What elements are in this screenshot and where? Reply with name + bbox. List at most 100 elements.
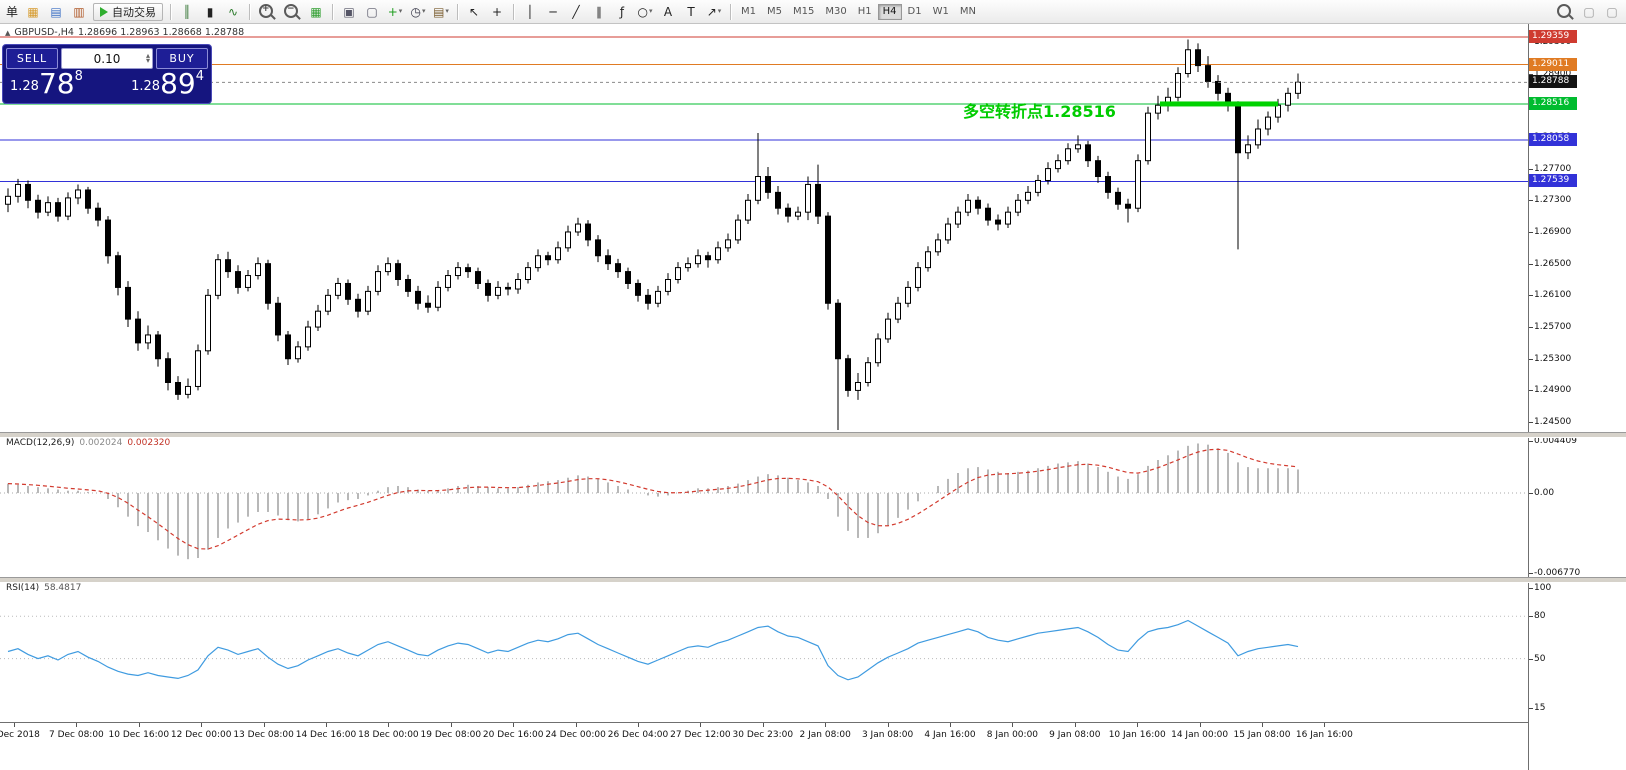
price-chart[interactable] [0, 0, 1528, 770]
cursor-icon[interactable]: ↖ [468, 4, 480, 19]
macd-panel-separator[interactable] [0, 432, 1626, 438]
toolbar-right-icon-1[interactable]: ▢ [1583, 4, 1595, 19]
price-axis-tick: 1.24500 [1534, 417, 1572, 428]
arrange-windows-icon[interactable]: ▢ [366, 4, 378, 19]
time-tick-mark [700, 723, 702, 727]
sell-price: 1.28 78 8 [10, 67, 83, 100]
channel-icon[interactable]: ∥ [596, 4, 603, 19]
chevron-down-icon: ▾ [717, 7, 722, 15]
time-tick-mark [14, 723, 15, 727]
horizontal-line-icon[interactable]: ─ [549, 4, 557, 19]
vertical-line-icon[interactable]: │ [526, 4, 534, 19]
price-axis[interactable]: 1.293001.289001.285001.281001.277001.273… [1528, 23, 1626, 770]
time-axis-label: 2 Jan 08:00 [799, 730, 851, 740]
time-tick-mark [1262, 723, 1263, 727]
trendline-icon[interactable]: ╱ [572, 4, 580, 19]
price-tick-mark [1529, 573, 1533, 574]
macd-signal-value: 0.002320 [127, 438, 171, 448]
timeframe-m15-button[interactable]: M15 [788, 4, 819, 20]
sell-button[interactable]: SELL [6, 48, 58, 69]
price-tag-1.28516: 1.28516 [1529, 96, 1577, 110]
volume-spinner[interactable]: ▴ ▾ [146, 49, 150, 68]
timeframe-w1-button[interactable]: W1 [928, 4, 954, 20]
shapes-icon[interactable]: ○ ▾ [637, 4, 653, 19]
price-tick-mark [1529, 200, 1533, 202]
macd-label: MACD(12,26,9) 0.002024 0.002320 [6, 438, 171, 448]
new-order-button[interactable]: 单 [6, 5, 19, 19]
collapse-panel-icon[interactable]: ▲ [5, 28, 11, 37]
time-axis-label: 8 Jan 00:00 [986, 730, 1039, 740]
zoom-out-icon[interactable]: − [284, 3, 299, 18]
bar-chart-icon[interactable]: ║ [183, 4, 191, 19]
timeframe-mn-button[interactable]: MN [955, 4, 981, 20]
chevron-down-icon: ▾ [422, 7, 426, 15]
rsi-panel-separator[interactable] [0, 577, 1626, 583]
buy-button[interactable]: BUY [156, 48, 208, 69]
price-tick-mark [1529, 73, 1533, 75]
time-axis-label: 20 Dec 16:00 [482, 730, 544, 740]
timeframe-m5-button[interactable]: M5 [762, 4, 787, 20]
text-label-icon[interactable]: T [687, 4, 695, 19]
time-tick-mark [825, 723, 827, 727]
tile-windows-icon[interactable]: ▦ [310, 4, 322, 19]
cascade-windows-icon[interactable]: ▣ [343, 4, 355, 19]
time-tick-mark [263, 723, 265, 727]
volume-down-icon[interactable]: ▾ [145, 55, 150, 65]
toolbar-left-group: 单 ▦ ▤ ▥ 自动交易 ║ ▮ ∿ + − ▦ ▣ ▢ + ▾ ◷ ▾ ▤ ▾ ↖ + │ ─ ╱ ∥ ƒ ○ ▾ A T ↗ ▾ M1 M5 M… [0, 0, 984, 23]
timeframe-d1-button[interactable]: D1 [903, 4, 927, 20]
time-tick-mark [762, 723, 764, 727]
search-icon[interactable] [1557, 3, 1571, 18]
profiles-icon[interactable]: ▤ [50, 4, 62, 19]
price-tick-mark [1529, 390, 1533, 392]
toolbar-separator [730, 3, 732, 20]
text-icon[interactable]: A [663, 4, 673, 19]
time-axis-label: 27 Dec 12:00 [670, 730, 731, 740]
candlestick-chart-icon[interactable]: ▮ [206, 4, 214, 19]
periods-icon[interactable]: ◷ ▾ [410, 4, 426, 19]
crosshair-icon[interactable]: + [491, 4, 503, 19]
fibonacci-icon[interactable]: ƒ [619, 4, 625, 19]
volume-up-icon[interactable]: ▴ [145, 50, 150, 60]
new-chart-icon[interactable]: ▦ [27, 4, 39, 19]
templates-icon[interactable]: ▤ ▾ [433, 4, 449, 19]
toolbar-right-icon-2[interactable]: ▢ [1606, 4, 1618, 19]
price-tag-1.28788: 1.28788 [1529, 75, 1577, 89]
timeframe-h1-button[interactable]: H1 [853, 4, 877, 20]
timeframe-m1-button[interactable]: M1 [736, 4, 761, 20]
market-watch-icon[interactable]: ▥ [73, 4, 85, 19]
toolbar: 单 ▦ ▤ ▥ 自动交易 ║ ▮ ∿ + − ▦ ▣ ▢ + ▾ ◷ ▾ ▤ ▾ ↖ + │ ─ ╱ ∥ ƒ ○ ▾ A T ↗ ▾ M1 M5 M… [0, 0, 1626, 24]
toolbar-separator [249, 3, 251, 20]
time-tick-mark [326, 723, 327, 727]
time-axis-label: 16 Jan 16:00 [1295, 730, 1353, 740]
price-tick-mark [1529, 168, 1533, 170]
time-axis-label: 4 Jan 16:00 [924, 730, 976, 740]
autotrading-button[interactable]: 自动交易 [93, 2, 164, 21]
time-tick-mark [575, 723, 577, 727]
toolbar-right-group: ▢ ▢ [1550, 0, 1626, 23]
toolbar-separator [457, 3, 459, 20]
indicators-icon[interactable]: + ▾ [387, 4, 403, 19]
timeframe-h4-button[interactable]: H4 [877, 3, 902, 20]
time-tick-mark [138, 723, 140, 727]
volume-value: 0.10 [93, 51, 121, 66]
macd-main-value: 0.002024 [79, 438, 123, 448]
price-tick-mark [1529, 658, 1533, 660]
line-chart-icon[interactable]: ∿ [227, 4, 239, 19]
price-axis-tick: 1.26500 [1534, 258, 1572, 269]
volume-field[interactable]: 0.10 ▴ ▾ [61, 48, 153, 69]
chart-symbol-label: GBPUSD-,H4 [14, 27, 74, 38]
time-tick-mark [1074, 723, 1076, 727]
chart-header: ▲ GBPUSD-,H4 1.28696 1.28963 1.28668 1.2… [5, 27, 244, 38]
time-axis-label: 24 Dec 00:00 [545, 730, 606, 740]
macd-axis-tick: 0.004409 [1534, 436, 1577, 446]
timeframe-m30-button[interactable]: M30 [820, 4, 851, 20]
chevron-down-icon: ▾ [649, 7, 653, 15]
zoom-in-icon[interactable]: + [259, 3, 274, 18]
arrows-icon[interactable]: ↗ ▾ [706, 4, 722, 19]
time-axis-label: 15 Jan 08:00 [1233, 730, 1291, 740]
time-tick-mark [1199, 723, 1201, 727]
chevron-down-icon: ▾ [445, 7, 449, 15]
chevron-down-icon: ▾ [398, 7, 403, 15]
